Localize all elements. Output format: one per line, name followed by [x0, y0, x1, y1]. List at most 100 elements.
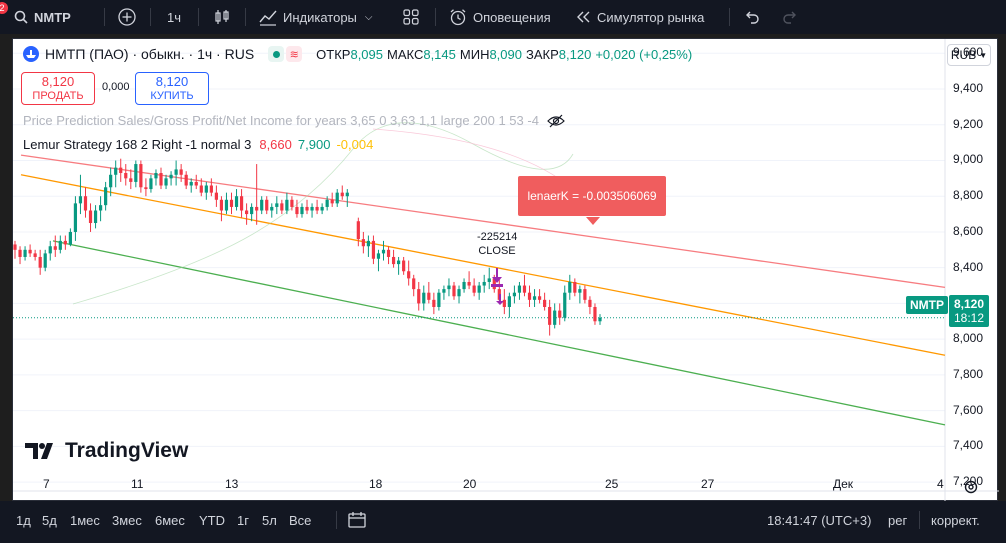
candle-body	[33, 253, 37, 257]
annotations-layer	[491, 217, 600, 305]
candle-body	[477, 285, 481, 293]
candle-body	[239, 196, 244, 211]
candle-body	[397, 260, 401, 265]
tooltip-pointer	[586, 217, 600, 225]
last-price-tag: 8,120 18:12	[949, 295, 989, 327]
ticker-price-tag: NMTP	[906, 296, 948, 314]
candle-body	[38, 256, 42, 268]
ohlc-key: МИН	[459, 46, 490, 62]
templates-button[interactable]	[402, 0, 420, 34]
candle-body	[310, 206, 314, 211]
indicators-button[interactable]: Индикаторы ⌵	[259, 0, 373, 34]
range-button[interactable]: 5л	[262, 512, 277, 528]
ticker-tag-label: NMTP	[910, 298, 944, 312]
range-button[interactable]: Все	[289, 512, 312, 528]
ship-icon	[26, 50, 36, 58]
signal-arrow-down	[492, 268, 502, 283]
candle-body	[330, 199, 334, 204]
time-tick-label: 13	[225, 477, 239, 491]
candle-body	[512, 292, 517, 297]
range-button[interactable]: 3мес	[112, 512, 142, 528]
range-button[interactable]: YTD	[199, 512, 225, 528]
price-tick-label: 8,400	[953, 259, 984, 274]
candle-body	[204, 185, 208, 193]
chart-canvas[interactable]	[13, 39, 999, 502]
candle-body	[245, 210, 249, 215]
price-tick-label: 9,600	[953, 45, 984, 60]
candle-body	[462, 281, 466, 290]
range-button[interactable]: 1д	[16, 512, 31, 528]
range-button[interactable]: 6мес	[155, 512, 185, 528]
alerts-button[interactable]: Оповещения	[449, 0, 551, 34]
scale-settings-button[interactable]	[963, 479, 979, 500]
candle-body	[300, 206, 304, 215]
indicator-2-value-upper: 8,660	[259, 137, 292, 152]
candle-body	[417, 289, 421, 304]
indicators-icon	[259, 10, 277, 26]
candle-body	[422, 292, 426, 304]
compare-button[interactable]	[118, 0, 136, 34]
candle-body	[522, 285, 527, 293]
candle-body	[320, 206, 324, 211]
indicator-legend-1[interactable]: Price Prediction Sales/Gross Profit/Net …	[23, 113, 565, 128]
candle-body	[98, 205, 103, 211]
divider	[435, 8, 436, 26]
redo-button[interactable]	[782, 0, 798, 34]
notification-badge[interactable]: 2	[0, 2, 8, 14]
candle-body	[73, 203, 78, 232]
ohlc-key: ЗАКР	[526, 46, 559, 62]
candle-body	[114, 167, 118, 175]
candle-body	[129, 178, 133, 182]
candle-body	[553, 310, 557, 325]
candle-body	[507, 296, 511, 307]
tradingview-watermark[interactable]: TradingView	[25, 439, 188, 463]
chart-panel[interactable]: НМТП (ПАО) · обыкн. · 1ч · RUS ≋ ОТКР8,0…	[12, 38, 999, 502]
divider	[104, 8, 105, 26]
legend-main: НМТП (ПАО) · обыкн. · 1ч · RUS ≋ ОТКР8,0…	[23, 46, 692, 62]
signal-arrow-small	[496, 294, 504, 305]
buy-button[interactable]: 8,120 КУПИТЬ	[135, 72, 209, 105]
sell-button[interactable]: 8,120 ПРОДАТЬ	[21, 72, 95, 105]
sell-label: ПРОДАТЬ	[32, 89, 84, 102]
candle-body	[381, 249, 386, 254]
symbol-search[interactable]: NMTP	[14, 0, 71, 34]
candles	[13, 158, 602, 336]
channel-mid-line	[20, 174, 946, 356]
candle-body	[457, 289, 461, 297]
adjustment-mode[interactable]: коррект.	[931, 512, 980, 528]
candle-body	[361, 239, 365, 247]
session-mode[interactable]: рег	[888, 512, 908, 528]
candle-body	[280, 203, 284, 211]
divider	[198, 8, 199, 26]
price-tick-label: 8,000	[953, 331, 984, 346]
candle-body	[285, 199, 289, 211]
candle-body	[58, 240, 62, 250]
watermark-text: TradingView	[65, 439, 189, 462]
price-tick-label: 7,400	[953, 438, 984, 453]
candle-body	[386, 249, 391, 257]
eye-off-icon[interactable]	[547, 114, 565, 128]
candle-body	[13, 244, 17, 250]
symbol-title[interactable]: НМТП (ПАО) · обыкн. · 1ч · RUS	[45, 46, 255, 62]
candle-body	[139, 164, 143, 188]
chart-type-button[interactable]	[213, 0, 231, 34]
candle-body	[356, 221, 360, 240]
candle-body	[159, 172, 163, 186]
indicator-legend-2[interactable]: Lemur Strategy 168 2 Right -1 normal 3 8…	[23, 137, 373, 152]
replay-button[interactable]: Симулятор рынка	[575, 0, 704, 34]
go-to-date-button[interactable]	[347, 501, 367, 539]
plus-circle-icon	[118, 8, 136, 26]
clock[interactable]: 18:41:47 (UTC+3)	[767, 512, 872, 528]
indicator-2-value-slope: -0,004	[336, 137, 374, 152]
interval-button[interactable]: 1ч	[167, 9, 182, 25]
undo-button[interactable]	[744, 0, 760, 34]
prediction-curve-pink	[372, 128, 574, 190]
candle-body	[376, 253, 381, 259]
range-button[interactable]: 1г	[237, 512, 249, 528]
delay-icon: ≋	[286, 46, 303, 62]
undo-icon	[746, 11, 759, 24]
candle-body	[23, 249, 27, 257]
range-button[interactable]: 5д	[42, 512, 57, 528]
range-button[interactable]: 1мес	[70, 512, 100, 528]
currency-button[interactable]: RUB ▼	[947, 44, 991, 66]
